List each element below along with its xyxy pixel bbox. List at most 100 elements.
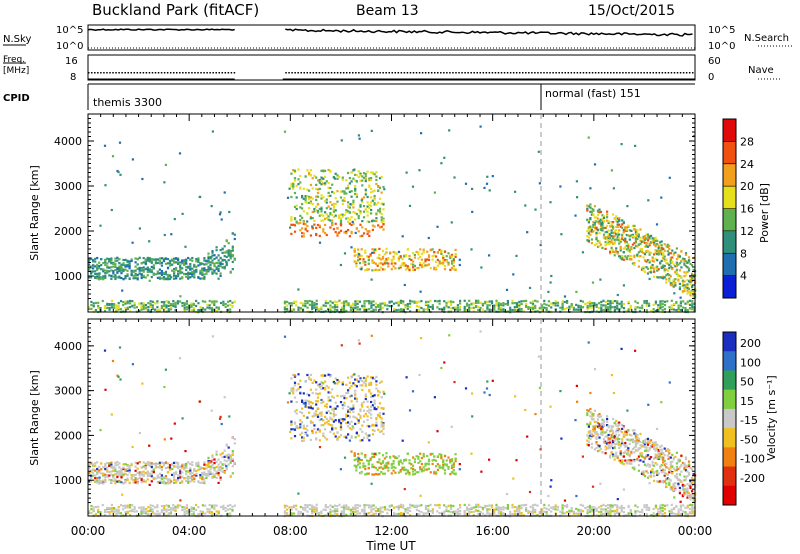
power-cell [172, 305, 175, 308]
power-cell [628, 250, 631, 254]
power-cell [290, 232, 293, 235]
velocity-cell [217, 469, 220, 472]
power-cell [674, 281, 677, 284]
velocity-cell [88, 463, 91, 466]
power-cell [413, 268, 416, 271]
velocity-cell [429, 510, 432, 513]
power-cell [681, 290, 684, 293]
velocity-cell [604, 508, 607, 511]
power-cell [225, 261, 228, 264]
power-cell [140, 302, 143, 305]
velocity-cell [140, 473, 143, 476]
freq-sample [591, 72, 594, 74]
power-cell [322, 182, 325, 185]
power-cell [613, 235, 616, 238]
power-cell [365, 300, 368, 303]
power-cell [332, 203, 335, 206]
power-cell [631, 233, 634, 236]
power-cell [362, 172, 366, 175]
velocity-cell [322, 400, 325, 403]
power-cell [656, 276, 659, 279]
velocity-cell [588, 506, 591, 509]
velocity-cell [334, 427, 337, 430]
power-cell [616, 231, 619, 235]
power-cell [650, 241, 653, 244]
power-cell [390, 259, 393, 262]
velocity-cell [124, 479, 127, 482]
velocity-cell [513, 512, 516, 515]
velocity-cell [577, 510, 580, 513]
power-cell [616, 236, 619, 239]
power-cell [341, 202, 344, 205]
power-cell [306, 201, 309, 204]
freq-sample [376, 72, 378, 74]
power-cell [231, 301, 234, 304]
velocity-cell [124, 481, 127, 484]
velocity-cell [486, 508, 489, 511]
velocity-cell [211, 476, 214, 479]
power-cell [375, 182, 378, 186]
power-cell [90, 270, 93, 273]
power-cell [675, 268, 678, 271]
power-cell [452, 261, 455, 264]
power-cell [412, 252, 415, 255]
power-cell [110, 277, 113, 280]
velocity-cell [406, 511, 409, 514]
velocity-cell [368, 504, 371, 507]
power-cell [674, 284, 677, 287]
power-cell [672, 252, 675, 255]
power-cell [486, 306, 489, 309]
power-cell [500, 302, 503, 305]
velocity-cell [124, 469, 127, 472]
velocity-cell [447, 504, 450, 507]
power-cell [598, 220, 601, 223]
power-cell [103, 144, 107, 147]
power-cell [148, 268, 151, 271]
power-cell [683, 262, 686, 265]
power-cell [126, 265, 129, 268]
freq-sample [406, 72, 409, 74]
power-cell [140, 304, 143, 307]
power-cell [609, 237, 612, 240]
velocity-cell [301, 411, 304, 414]
velocity-cell [96, 479, 99, 482]
velocity-cell [679, 509, 682, 512]
power-cell [102, 278, 105, 281]
power-cell [92, 304, 95, 308]
power-cell [134, 277, 137, 280]
velocity-cell [118, 474, 121, 477]
colorbar-tick-label: 20 [740, 180, 754, 193]
velocity-cell [342, 509, 346, 512]
freq-sample [691, 72, 694, 74]
power-cell [657, 310, 660, 313]
freq-sample [628, 72, 630, 74]
velocity-cell [293, 435, 297, 438]
velocity-cell [679, 504, 682, 507]
power-cell [345, 217, 348, 220]
power-cell [598, 240, 601, 243]
velocity-cell [99, 511, 102, 514]
power-cell [575, 180, 578, 183]
power-cell [458, 263, 461, 267]
power-cell [302, 232, 305, 235]
velocity-cell [616, 508, 619, 511]
power-cell [488, 189, 491, 192]
power-cell [353, 260, 356, 263]
power-cell [179, 264, 182, 267]
power-cell [666, 245, 669, 249]
power-cell [187, 272, 190, 275]
power-cell [611, 225, 614, 228]
freq-sample [522, 72, 524, 74]
velocity-cell [358, 512, 362, 515]
velocity-cell [120, 471, 123, 474]
power-cell [645, 233, 648, 236]
freq-sample [194, 72, 196, 74]
power-cell [308, 173, 311, 176]
velocity-cell [652, 512, 655, 515]
velocity-cell [332, 410, 335, 413]
velocity-cell [304, 506, 307, 509]
velocity-cell [166, 478, 170, 481]
power-cell [110, 306, 113, 309]
velocity-cell [311, 381, 314, 384]
velocity-cell [290, 508, 293, 511]
